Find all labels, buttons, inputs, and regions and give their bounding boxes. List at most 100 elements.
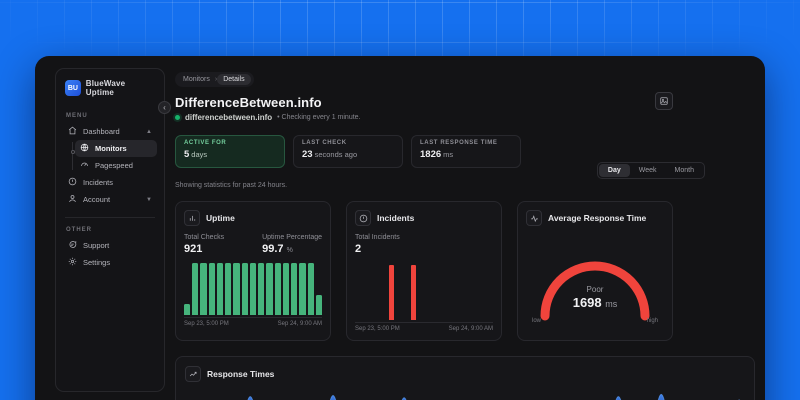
sidebar-item-account[interactable]: Account ▼ (63, 191, 157, 208)
response-times-card: Response Times (175, 356, 755, 400)
uptime-bar (274, 263, 281, 315)
response-times-area-chart (247, 393, 740, 400)
sidebar-section-other: OTHER (66, 227, 92, 233)
uptime-bar-chart (184, 263, 322, 315)
uptime-bar (241, 263, 248, 315)
uptime-bar (216, 263, 224, 315)
bar-chart-icon (184, 210, 200, 226)
page-title: DifferenceBetween.info (175, 95, 322, 110)
logo-badge: BU (65, 80, 81, 96)
stat-label: ACTIVE FOR (184, 140, 227, 146)
chart-baseline (355, 322, 493, 323)
uptime-bar (233, 263, 240, 315)
range-option-week[interactable]: Week (638, 167, 657, 174)
sidebar-item-monitors[interactable]: Monitors (75, 140, 157, 157)
alert-circle-icon (355, 210, 371, 226)
chevron-up-icon: ▲ (146, 128, 152, 135)
gauge-quality: Poor (586, 285, 604, 294)
incidents-metrics: Total Incidents 2 (355, 234, 400, 255)
app-logo: BU BlueWave Uptime (63, 77, 157, 105)
uptime-bar (291, 263, 298, 315)
range-option-month[interactable]: Month (674, 167, 694, 174)
screenshot-icon[interactable] (655, 92, 673, 110)
range-toggle: Day Week Month (596, 162, 705, 179)
status-dot-icon (175, 115, 180, 120)
stat-card-active-for: ACTIVE FOR 5 days (175, 135, 285, 168)
main-content: Monitors › Details DifferenceBetween.inf… (175, 68, 755, 400)
chat-icon (68, 240, 77, 251)
metric-cards-row: Uptime Total Checks 921 Uptime Percentag… (175, 201, 755, 341)
uptime-bar (249, 263, 257, 315)
sidebar-collapse-button[interactable]: ‹ (158, 101, 171, 114)
uptime-bar (266, 263, 273, 315)
user-icon (68, 194, 77, 205)
speedometer-icon (80, 160, 89, 171)
sidebar-item-dashboard[interactable]: Dashboard ▲ (63, 123, 157, 140)
background-grid (0, 0, 800, 58)
chart-baseline (184, 317, 322, 318)
gear-icon (68, 257, 77, 268)
uptime-bar (258, 263, 265, 315)
stat-value: 23 seconds ago (302, 149, 358, 160)
app-window: BU BlueWave Uptime ‹ MENU Dashboard ▲ Mo… (35, 56, 765, 400)
stat-cards-row: ACTIVE FOR 5 days LAST CHECK 23 seconds ag… (175, 135, 755, 168)
stat-card-last-response-time: LAST RESPONSE TIME 1826 ms (411, 135, 521, 168)
breadcrumb-details[interactable]: Details (217, 74, 251, 85)
sidebar-divider (65, 217, 155, 218)
globe-icon (80, 143, 89, 154)
avg-response-card-header: Average Response Time (526, 210, 664, 226)
incident-bar (389, 265, 394, 320)
sidebar-section-menu: MENU (66, 113, 88, 119)
alert-circle-icon (68, 177, 77, 188)
gauge-high-label: high (646, 318, 658, 324)
stat-label: LAST CHECK (302, 140, 347, 146)
uptime-bar (192, 263, 199, 315)
stat-card-last-check: LAST CHECK 23 seconds ago (293, 135, 403, 168)
breadcrumb-separator-icon: › (214, 76, 218, 83)
gauge-arc (540, 261, 650, 321)
uptime-x-labels: Sep 23, 5:00 PM Sep 24, 9:00 AM (184, 321, 322, 327)
incidents-card-header: Incidents (355, 210, 493, 226)
sidebar-item-pagespeed[interactable]: Pagespeed (75, 157, 157, 174)
tree-node-dot (70, 150, 75, 154)
uptime-metrics: Total Checks 921 Uptime Percentage 99.7 … (184, 234, 322, 255)
monitor-url[interactable]: differencebetween.info (185, 113, 273, 122)
sidebar-item-support[interactable]: Support (63, 237, 157, 254)
incidents-x-labels: Sep 23, 5:00 PM Sep 24, 9:00 AM (355, 326, 493, 332)
uptime-bar (307, 263, 314, 315)
uptime-bar (299, 263, 306, 315)
gauge-value: 1698 ms (572, 295, 618, 310)
range-option-day[interactable]: Day (598, 164, 630, 177)
uptime-card: Uptime Total Checks 921 Uptime Percentag… (175, 201, 331, 341)
stats-note-row: Showing statistics for past 24 hours. (175, 177, 755, 193)
gauge-low-label: low (532, 318, 542, 324)
uptime-bar (184, 303, 191, 315)
home-icon (68, 126, 77, 137)
response-times-header: Response Times (185, 366, 745, 382)
avg-response-card: Average Response Time Poor 1698 ms low h… (517, 201, 673, 341)
tree-connector (72, 142, 73, 170)
trending-up-icon (185, 366, 201, 382)
gauge-readout: Poor 1698 ms (526, 285, 664, 310)
breadcrumb: Monitors › Details (175, 72, 254, 87)
uptime-bar (208, 263, 215, 315)
uptime-percentage-value: 99.7 % (262, 243, 293, 255)
breadcrumb-monitors[interactable]: Monitors (183, 76, 210, 83)
uptime-bar (315, 295, 322, 315)
total-checks-value: 921 (184, 243, 203, 255)
uptime-bar (200, 263, 207, 315)
stat-value: 1826 ms (420, 149, 454, 160)
sidebar-item-incidents[interactable]: Incidents (63, 174, 157, 191)
stat-value: 5 days (184, 149, 208, 160)
chevron-down-icon: ▼ (146, 196, 152, 203)
response-gauge: Poor 1698 ms low high (526, 226, 664, 332)
stat-label: LAST RESPONSE TIME (420, 140, 498, 146)
uptime-card-header: Uptime (184, 210, 322, 226)
checking-interval-note: • Checking every 1 minute. (277, 114, 361, 121)
sidebar: BU BlueWave Uptime ‹ MENU Dashboard ▲ Mo… (55, 68, 171, 392)
dashboard-submenu: Monitors Pagespeed (63, 140, 157, 174)
sidebar-item-settings[interactable]: Settings (63, 254, 157, 271)
incidents-bar-chart (355, 259, 493, 320)
uptime-bar (225, 263, 232, 315)
monitor-status-row: differencebetween.info • Checking every … (175, 113, 755, 122)
